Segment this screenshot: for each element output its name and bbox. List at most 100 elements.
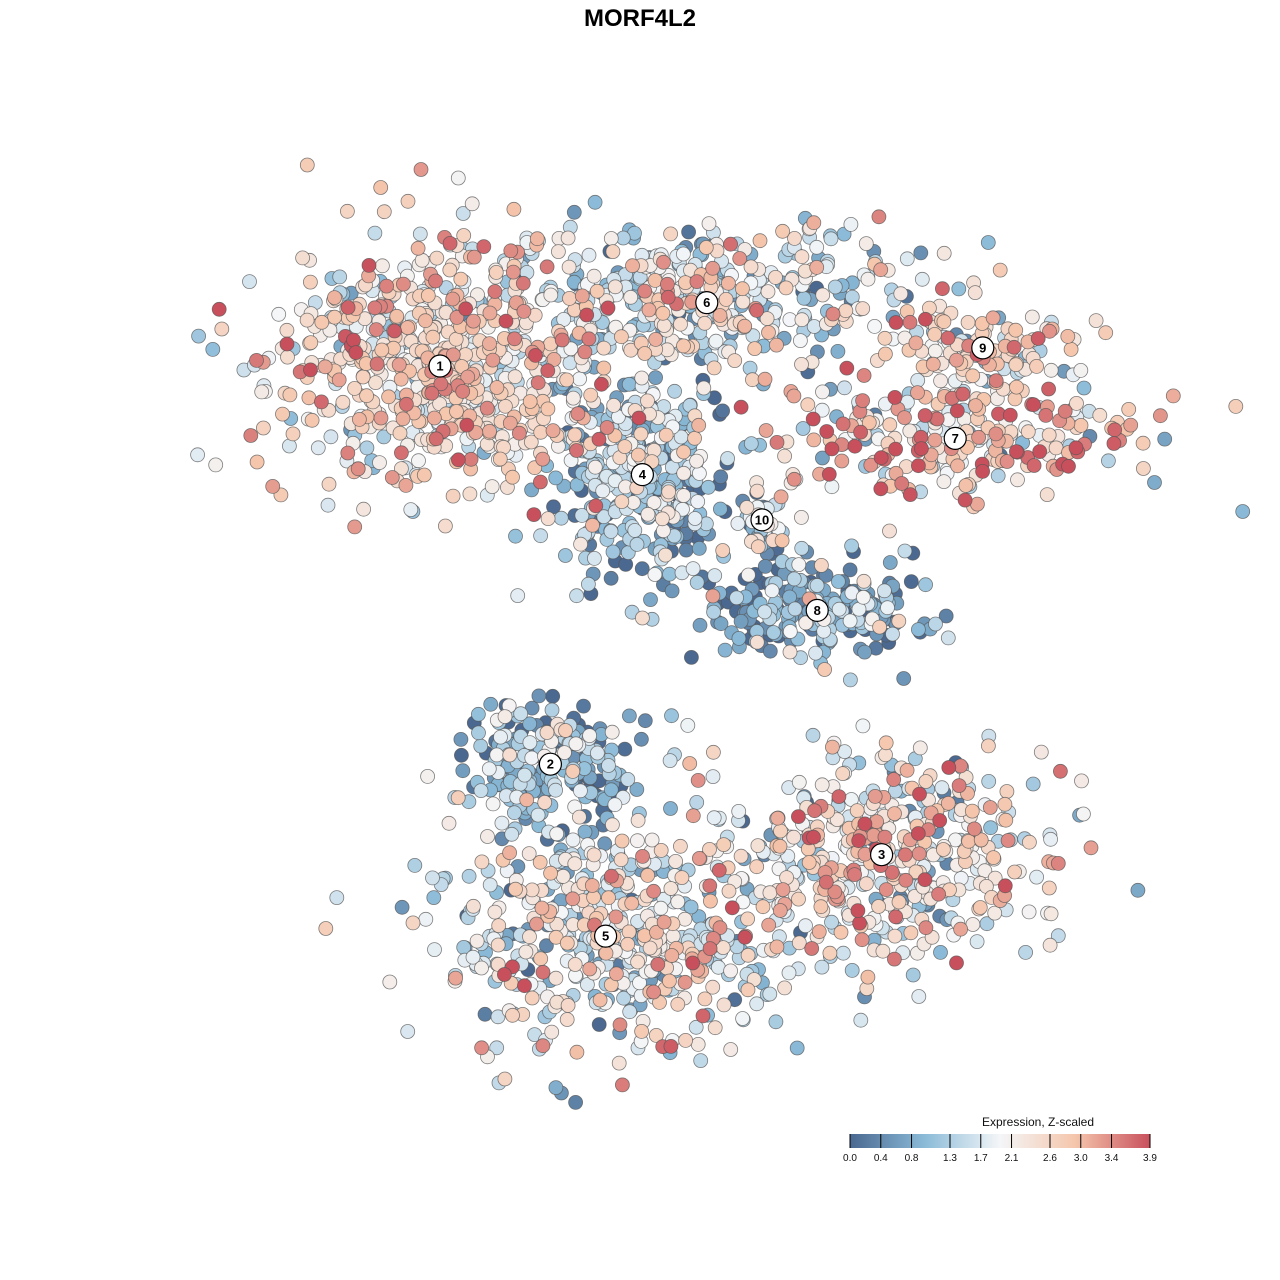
cell-point [933, 945, 948, 960]
cell-point [932, 813, 948, 828]
cell-point [855, 589, 871, 605]
cell-point [301, 390, 317, 406]
cell-point [545, 423, 561, 439]
cell-point [831, 601, 847, 617]
cell-point [359, 388, 375, 404]
cell-point [320, 497, 336, 513]
cell-point [508, 881, 523, 897]
cell-point [663, 1039, 679, 1054]
cell-point [851, 833, 867, 849]
cell-point [458, 301, 474, 317]
cluster-labels: 1 2 3 4 5 6 7 8 9 10 [428, 291, 995, 948]
cell-point [450, 790, 466, 806]
cell-point [1008, 357, 1024, 373]
cell-point [368, 375, 384, 391]
cell-point [588, 498, 604, 514]
cell-point [1235, 504, 1251, 519]
cell-point [949, 955, 964, 971]
cell-point [1010, 472, 1025, 488]
cell-point [705, 769, 721, 784]
cell-point [882, 555, 898, 570]
cell-point [576, 698, 591, 714]
cluster-label-text: 4 [639, 467, 647, 482]
cell-point [507, 805, 522, 821]
cell-point [476, 239, 492, 255]
cell-point [821, 466, 837, 482]
cell-point [1025, 776, 1041, 792]
cell-point [685, 808, 701, 824]
cell-point [697, 991, 713, 1007]
cell-point [522, 735, 538, 750]
cell-point [917, 872, 933, 888]
cell-point [910, 385, 925, 401]
cell-point [382, 974, 398, 990]
cell-point [835, 416, 851, 432]
cell-point [620, 936, 636, 952]
cell-point [400, 193, 416, 209]
cell-point [843, 672, 858, 688]
cell-point [835, 766, 851, 781]
cell-point [630, 954, 645, 970]
cell-point [768, 269, 783, 285]
cell-point [313, 394, 329, 410]
cell-point [1165, 388, 1181, 404]
cell-point [794, 510, 809, 525]
cell-point [1022, 834, 1037, 850]
cell-point [665, 928, 681, 944]
cell-point [586, 847, 602, 863]
cell-point [696, 380, 712, 396]
cell-point [648, 331, 664, 347]
cell-point [749, 302, 765, 318]
cell-point [488, 264, 504, 280]
cell-point [880, 600, 895, 616]
cell-point [860, 271, 876, 287]
cell-point [605, 244, 621, 260]
cell-point [427, 942, 442, 957]
cell-point [786, 829, 802, 845]
cell-point [773, 823, 788, 839]
cell-point [706, 604, 721, 620]
cell-point [465, 898, 481, 914]
cell-point [1000, 833, 1016, 848]
cell-point [574, 288, 590, 304]
cell-point [872, 619, 887, 635]
cell-point [860, 969, 876, 985]
cell-point [441, 815, 457, 831]
cell-point [721, 275, 736, 291]
cell-point [455, 383, 471, 399]
cell-point [867, 789, 883, 804]
cell-point [925, 356, 941, 372]
cell-point [912, 786, 927, 802]
cell-point [517, 978, 532, 994]
cell-point [927, 343, 943, 359]
cell-point [658, 427, 674, 443]
cell-point [707, 1020, 723, 1036]
cell-point [814, 959, 830, 975]
cell-point [795, 421, 811, 436]
cell-point [1061, 458, 1076, 474]
cell-point [1136, 461, 1151, 476]
cell-point [254, 384, 270, 400]
cell-point [524, 990, 540, 1006]
cell-point [743, 259, 759, 275]
cell-point [581, 331, 597, 347]
cell-point [1029, 869, 1044, 885]
cell-point [502, 415, 518, 431]
cell-point [878, 735, 894, 751]
cell-point [815, 287, 831, 303]
cell-point [613, 852, 629, 868]
cluster-label-text: 3 [878, 847, 885, 862]
cell-point [569, 443, 584, 458]
cell-point [676, 444, 691, 460]
cell-point [535, 964, 551, 980]
cell-point [951, 281, 967, 297]
cell-point [1121, 401, 1137, 417]
cell-point [740, 911, 755, 927]
cell-point [460, 369, 476, 385]
cell-point [577, 344, 593, 360]
cell-point [445, 347, 461, 363]
cell-point [1029, 358, 1044, 374]
cell-point [559, 1012, 575, 1027]
cell-point [384, 470, 400, 485]
cell-point [459, 417, 475, 433]
